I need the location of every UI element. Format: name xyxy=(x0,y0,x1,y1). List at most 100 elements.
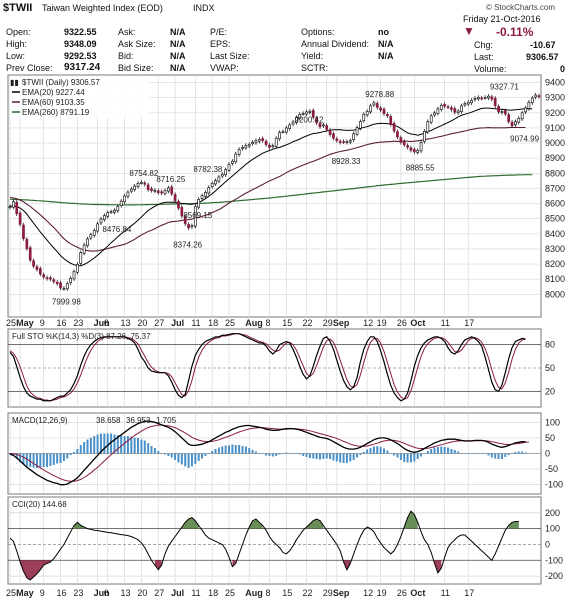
macd-histogram-bar xyxy=(278,453,281,455)
candle-body xyxy=(62,287,66,290)
macd-histogram-bar xyxy=(386,450,389,454)
candle-body xyxy=(436,108,440,114)
price-annotation: 9074.99 xyxy=(510,135,539,144)
macd-histogram-bar xyxy=(42,453,45,467)
macd-histogram-bar xyxy=(332,453,335,461)
macd-histogram-bar xyxy=(86,439,89,454)
candle-body xyxy=(332,133,335,139)
price-annotation: 9327.71 xyxy=(490,82,519,91)
dividend-value: N/A xyxy=(378,39,394,49)
price-tick-label: 9100 xyxy=(545,123,565,133)
x-axis-label: 15 xyxy=(282,318,292,328)
candle-body xyxy=(82,244,86,254)
last-value: 9306.57 xyxy=(526,52,559,62)
macd-histogram-bar xyxy=(369,448,372,454)
candle-body xyxy=(342,141,345,143)
macd-histogram-bar xyxy=(224,445,227,454)
macd-histogram-bar xyxy=(356,453,359,458)
candle-body xyxy=(295,117,298,123)
price-tick-label: 8200 xyxy=(545,259,565,269)
candle-body xyxy=(355,127,359,135)
macd-histogram-bar xyxy=(366,449,369,454)
candle-body xyxy=(79,252,83,264)
x-axis-label-bottom: 22 xyxy=(303,588,313,598)
panel-frame-cci xyxy=(7,496,542,585)
ema20-line xyxy=(9,107,533,267)
x-axis-label-bottom: 6 xyxy=(104,588,109,598)
macd-histogram-bar xyxy=(315,453,318,459)
prevclose-value: 9317.24 xyxy=(64,62,101,73)
macd-histogram-bar xyxy=(197,453,200,461)
high-value: 9348.09 xyxy=(64,39,97,49)
x-axis-label: 19 xyxy=(377,318,387,328)
macd-histogram-bar xyxy=(423,453,426,454)
price-legend-box xyxy=(10,77,150,117)
x-axis-label: 6 xyxy=(104,318,109,328)
x-axis-label-bottom: Jul xyxy=(171,588,184,598)
x-axis-label: 25 xyxy=(225,318,235,328)
candle-body xyxy=(35,266,39,270)
macd-histogram-bar xyxy=(453,450,456,454)
options-label: Options: xyxy=(301,27,335,37)
candle-body xyxy=(318,123,322,128)
cci-tick-label: 0 xyxy=(545,539,550,549)
candle-body xyxy=(190,225,194,228)
macd-histogram-bar xyxy=(504,453,507,457)
candle-body xyxy=(237,149,241,155)
candle-body xyxy=(301,113,305,115)
price-tick-label: 9300 xyxy=(545,93,565,103)
candle-body xyxy=(102,215,106,220)
x-axis-label: 23 xyxy=(73,318,83,328)
macd-histogram-bar xyxy=(190,453,193,467)
open-label: Open: xyxy=(6,27,31,37)
macd-histogram-bar xyxy=(352,453,355,460)
candle-body xyxy=(52,279,56,282)
macd-histogram-bar xyxy=(123,436,126,454)
candle-body xyxy=(153,189,157,192)
macd-histogram-bar xyxy=(19,453,22,462)
candle-body xyxy=(247,144,251,147)
eps-label: EPS: xyxy=(210,39,231,49)
macd-histogram-bar xyxy=(89,437,92,454)
ema260-line xyxy=(9,174,533,206)
candle-body xyxy=(470,100,473,104)
candle-body xyxy=(261,138,265,141)
x-axis-label-bottom: 11 xyxy=(441,588,450,598)
candle-body xyxy=(514,121,517,126)
candle-body xyxy=(493,97,497,107)
macd-histogram-bar xyxy=(62,453,65,461)
macd-histogram-bar xyxy=(436,447,439,454)
macd-histogram-bar xyxy=(69,453,72,455)
x-axis-label: Jun xyxy=(94,318,110,328)
candle-body xyxy=(45,277,49,279)
macd-histogram-bar xyxy=(106,433,109,454)
pe-label: P/E: xyxy=(210,27,228,37)
asksize-value: N/A xyxy=(170,39,186,49)
price-tick-label: 8300 xyxy=(545,244,565,254)
x-axis-label-bottom: Sep xyxy=(333,588,350,598)
macd-histogram-bar xyxy=(150,446,153,454)
candle-body xyxy=(150,188,153,191)
macd-histogram-bar xyxy=(349,453,352,462)
x-axis-label-bottom: 26 xyxy=(397,588,407,598)
cci-line xyxy=(9,510,519,581)
macd-histogram-bar xyxy=(312,453,315,459)
macd-histogram-bar xyxy=(268,453,271,456)
macd-histogram-bar xyxy=(59,453,62,463)
ema60-line xyxy=(9,126,526,252)
macd-histogram-bar xyxy=(457,451,460,454)
price-tick-label: 8000 xyxy=(545,289,565,299)
macd-histogram-bar xyxy=(305,453,308,457)
candle-body xyxy=(345,141,349,143)
macd-histogram-bar xyxy=(521,451,524,454)
macd-histogram-bar xyxy=(433,447,436,454)
stoch-k-line xyxy=(9,333,526,402)
candle-body xyxy=(463,103,467,106)
candle-body xyxy=(187,224,190,229)
macd-histogram-bar xyxy=(484,453,487,454)
macd-histogram-bar xyxy=(494,453,497,459)
x-axis-label: 17 xyxy=(464,318,474,328)
volume-label: Volume: xyxy=(474,64,507,74)
macd-histogram-bar xyxy=(396,453,399,458)
macd-histogram-bar xyxy=(221,446,224,454)
